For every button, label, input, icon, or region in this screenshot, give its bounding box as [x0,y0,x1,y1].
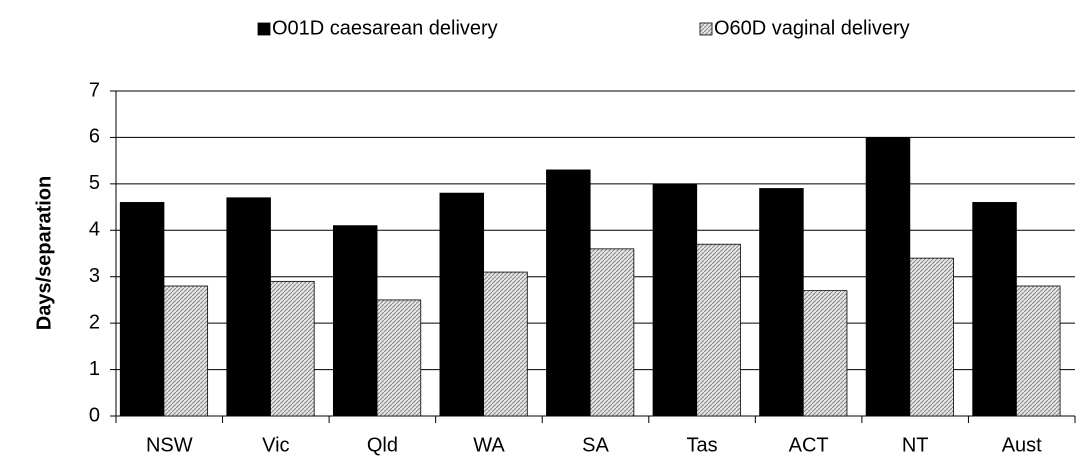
bar [439,192,485,417]
bar [546,169,591,417]
y-tick-label: 2 [89,311,100,333]
y-tick-label: 4 [89,219,100,241]
x-tick-label: Vic [262,434,289,456]
bar [226,197,271,417]
bar [652,183,698,417]
legend-swatch [257,22,271,36]
x-tick-label: Aust [1002,434,1042,456]
bar [802,290,848,417]
legend-swatch [699,22,713,36]
bar [483,271,528,417]
y-tick-label: 6 [89,126,100,148]
y-tick-label: 7 [89,79,100,101]
bar [909,257,954,417]
y-tick-label: 5 [89,172,100,194]
bar [1015,285,1061,417]
bar [696,243,741,417]
bar [270,280,315,417]
x-tick-label: WA [473,434,505,456]
bar [376,299,422,417]
bar [865,137,911,417]
y-tick-label: 0 [89,404,100,426]
legend-label: O60D vaginal delivery [714,17,910,39]
bar [332,225,378,417]
bar [972,202,1017,417]
y-tick-label: 1 [89,358,100,380]
x-tick-label: ACT [789,434,829,456]
x-tick-label: Tas [686,434,717,456]
y-axis-label: Days/separation [33,176,55,331]
legend-label: O01D caesarean delivery [272,17,498,39]
x-tick-label: NT [902,434,929,456]
y-tick-label: 3 [89,265,100,287]
bar [119,202,165,417]
x-tick-label: Qld [367,434,398,456]
bar [759,188,804,417]
bar [589,248,635,417]
x-tick-label: NSW [146,434,193,456]
bar [163,285,209,417]
x-tick-label: SA [582,434,609,456]
